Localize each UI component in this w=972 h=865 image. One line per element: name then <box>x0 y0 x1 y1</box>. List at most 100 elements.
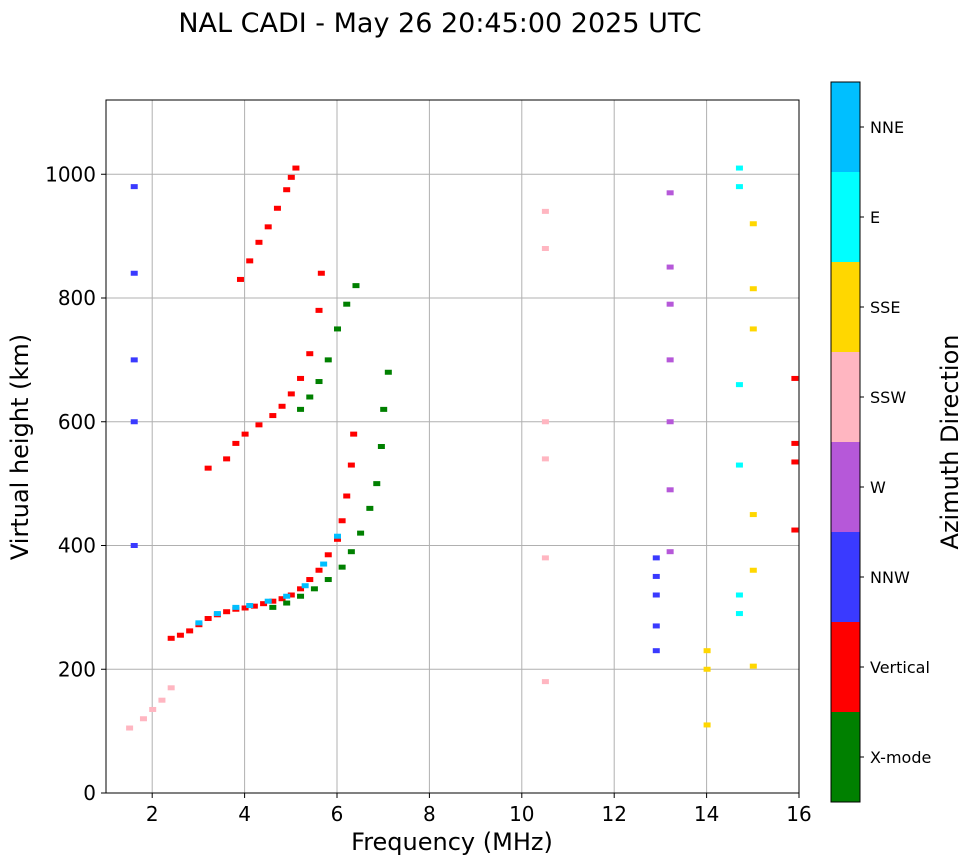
echo-series <box>735 165 743 617</box>
echo-points <box>126 165 799 731</box>
y-tick-label: 600 <box>58 410 96 434</box>
echo-point <box>652 555 660 561</box>
echo-point <box>255 239 263 245</box>
echo-series <box>652 555 660 654</box>
echo-point <box>186 628 194 634</box>
echo-point <box>232 440 240 446</box>
echo-point <box>352 283 360 289</box>
echo-point <box>541 679 549 685</box>
echo-point <box>324 357 332 363</box>
echo-series <box>791 375 799 533</box>
colorbar-category-label: SSW <box>870 388 906 407</box>
echo-point <box>666 549 674 555</box>
y-tick-label: 400 <box>58 534 96 558</box>
echo-point <box>324 577 332 583</box>
colorbar-segment <box>831 532 860 622</box>
echo-point <box>320 561 328 567</box>
echo-point <box>791 375 799 381</box>
echo-point <box>666 357 674 363</box>
echo-point <box>213 611 221 617</box>
echo-point <box>666 487 674 493</box>
echo-point <box>652 648 660 654</box>
echo-point <box>306 577 314 583</box>
colorbar-segment <box>831 262 860 352</box>
echo-point <box>791 440 799 446</box>
echo-point <box>273 205 281 211</box>
echo-series <box>541 208 549 685</box>
echo-point <box>749 512 757 518</box>
x-tick-label: 4 <box>238 802 251 826</box>
echo-point <box>223 609 231 615</box>
echo-series <box>749 221 757 669</box>
echo-point <box>735 382 743 388</box>
echo-point <box>130 543 138 548</box>
x-tick-label: 16 <box>786 802 811 826</box>
echo-point <box>126 725 134 731</box>
colorbar-segment <box>831 352 860 442</box>
echo-point <box>167 685 175 691</box>
y-tick-label: 1000 <box>45 162 96 186</box>
echo-point <box>791 459 799 465</box>
colorbar-category-label: X-mode <box>870 748 931 767</box>
echo-point <box>306 351 314 357</box>
echo-point <box>167 635 175 641</box>
echo-series <box>126 685 175 731</box>
echo-point <box>297 375 305 381</box>
echo-point <box>250 603 258 609</box>
echo-point <box>236 276 244 282</box>
echo-point <box>735 165 743 171</box>
y-tick-label: 200 <box>58 657 96 681</box>
echo-point <box>347 462 355 468</box>
echo-point <box>255 422 263 428</box>
echo-series <box>269 369 392 610</box>
echo-point <box>315 307 323 313</box>
colorbar-segment <box>831 712 860 802</box>
echo-point <box>541 456 549 462</box>
echo-point <box>297 586 305 592</box>
plot-area <box>106 100 799 793</box>
echo-point <box>269 413 277 419</box>
echo-point <box>246 258 254 264</box>
y-axis-label: Virtual height (km) <box>6 334 34 560</box>
echo-point <box>343 301 351 307</box>
echo-point <box>735 184 743 190</box>
echo-point <box>297 406 305 412</box>
echo-point <box>283 600 291 606</box>
y-tick-label: 0 <box>83 781 96 805</box>
colorbar-category-label: NNE <box>870 118 904 137</box>
echo-point <box>324 552 332 558</box>
echo-point <box>269 598 277 604</box>
echo-point <box>735 462 743 468</box>
echo-point <box>139 716 147 722</box>
echo-point <box>204 616 212 622</box>
echo-series <box>204 270 325 471</box>
echo-point <box>317 270 325 276</box>
y-tick-label: 800 <box>58 286 96 310</box>
echo-point <box>130 184 138 190</box>
echo-point <box>283 593 291 599</box>
echo-point <box>260 601 268 607</box>
echo-point <box>283 187 291 193</box>
echo-series <box>297 283 360 412</box>
colorbar-category-label: SSE <box>870 298 900 317</box>
echo-point <box>287 391 295 397</box>
echo-point <box>377 444 385 449</box>
plot-frame <box>105 99 800 794</box>
echo-point <box>384 369 392 375</box>
colorbar-category-label: Vertical <box>870 658 930 677</box>
colorbar-frame <box>830 81 861 803</box>
echo-point <box>338 518 346 524</box>
echo-series <box>130 184 138 548</box>
echo-point <box>541 419 549 425</box>
echo-point <box>735 611 743 617</box>
echo-point <box>735 592 743 598</box>
echo-point <box>246 603 254 609</box>
echo-point <box>666 301 674 307</box>
echo-point <box>652 573 660 579</box>
echo-point <box>149 706 157 712</box>
echo-point <box>791 527 799 533</box>
echo-point <box>292 165 300 171</box>
x-tick-label: 2 <box>146 802 159 826</box>
echo-point <box>749 286 757 292</box>
